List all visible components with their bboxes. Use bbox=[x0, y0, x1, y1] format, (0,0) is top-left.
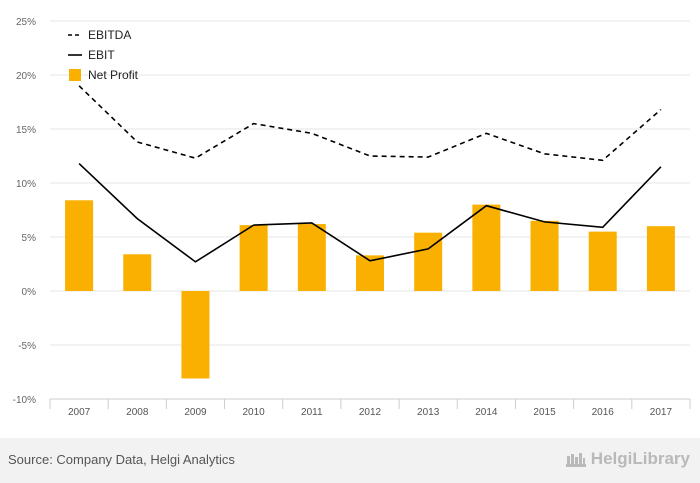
x-tick-label: 2007 bbox=[68, 407, 91, 418]
legend-swatch-net-profit bbox=[69, 69, 81, 81]
x-tick-label: 2010 bbox=[243, 407, 266, 418]
y-tick-label: 20% bbox=[16, 71, 36, 82]
x-tick-label: 2014 bbox=[475, 407, 498, 418]
line-ebit bbox=[78, 162, 662, 263]
library-logo-icon bbox=[565, 453, 586, 467]
line-ebitda bbox=[78, 85, 662, 162]
brand-logo[interactable]: HelgiLibrary bbox=[565, 449, 690, 469]
bar-net-profit bbox=[530, 220, 559, 291]
bar-net-profit bbox=[181, 291, 210, 379]
x-tick-label: 2011 bbox=[301, 407, 323, 418]
y-tick-label: -10% bbox=[13, 395, 36, 406]
x-tick-label: 2013 bbox=[417, 407, 440, 418]
bar-net-profit bbox=[65, 200, 94, 291]
y-tick-label: 25% bbox=[16, 17, 36, 28]
bar-net-profit bbox=[646, 226, 675, 291]
legend-label: Net Profit bbox=[88, 68, 139, 82]
x-tick-label: 2017 bbox=[650, 407, 673, 418]
bar-net-profit bbox=[588, 231, 617, 291]
y-tick-label: 15% bbox=[16, 125, 36, 136]
source-note: Source: Company Data, Helgi Analytics bbox=[8, 452, 235, 467]
bar-net-profit bbox=[472, 204, 501, 291]
legend-label: EBITDA bbox=[88, 28, 131, 42]
brand-logo-text: HelgiLibrary bbox=[590, 449, 690, 468]
bar-net-profit bbox=[297, 224, 326, 291]
y-tick-label: 0% bbox=[22, 287, 37, 298]
x-tick-label: 2012 bbox=[359, 407, 382, 418]
bar-net-profit bbox=[239, 225, 268, 291]
x-tick-label: 2008 bbox=[126, 407, 149, 418]
y-tick-label: 5% bbox=[22, 233, 37, 244]
x-tick-label: 2016 bbox=[592, 407, 615, 418]
y-tick-label: -5% bbox=[18, 341, 36, 352]
footer: Source: Company Data, Helgi Analytics He… bbox=[0, 438, 700, 483]
x-tick-label: 2015 bbox=[533, 407, 556, 418]
x-tick-label: 2009 bbox=[184, 407, 207, 418]
legend-label: EBIT bbox=[88, 48, 115, 62]
y-tick-label: 10% bbox=[16, 179, 36, 190]
chart-svg: 25% 20% 15% 10% 5% 0% -5% -10% 2007 2008 2009 2010 2… bbox=[13, 17, 691, 418]
bar-net-profit bbox=[123, 254, 152, 291]
